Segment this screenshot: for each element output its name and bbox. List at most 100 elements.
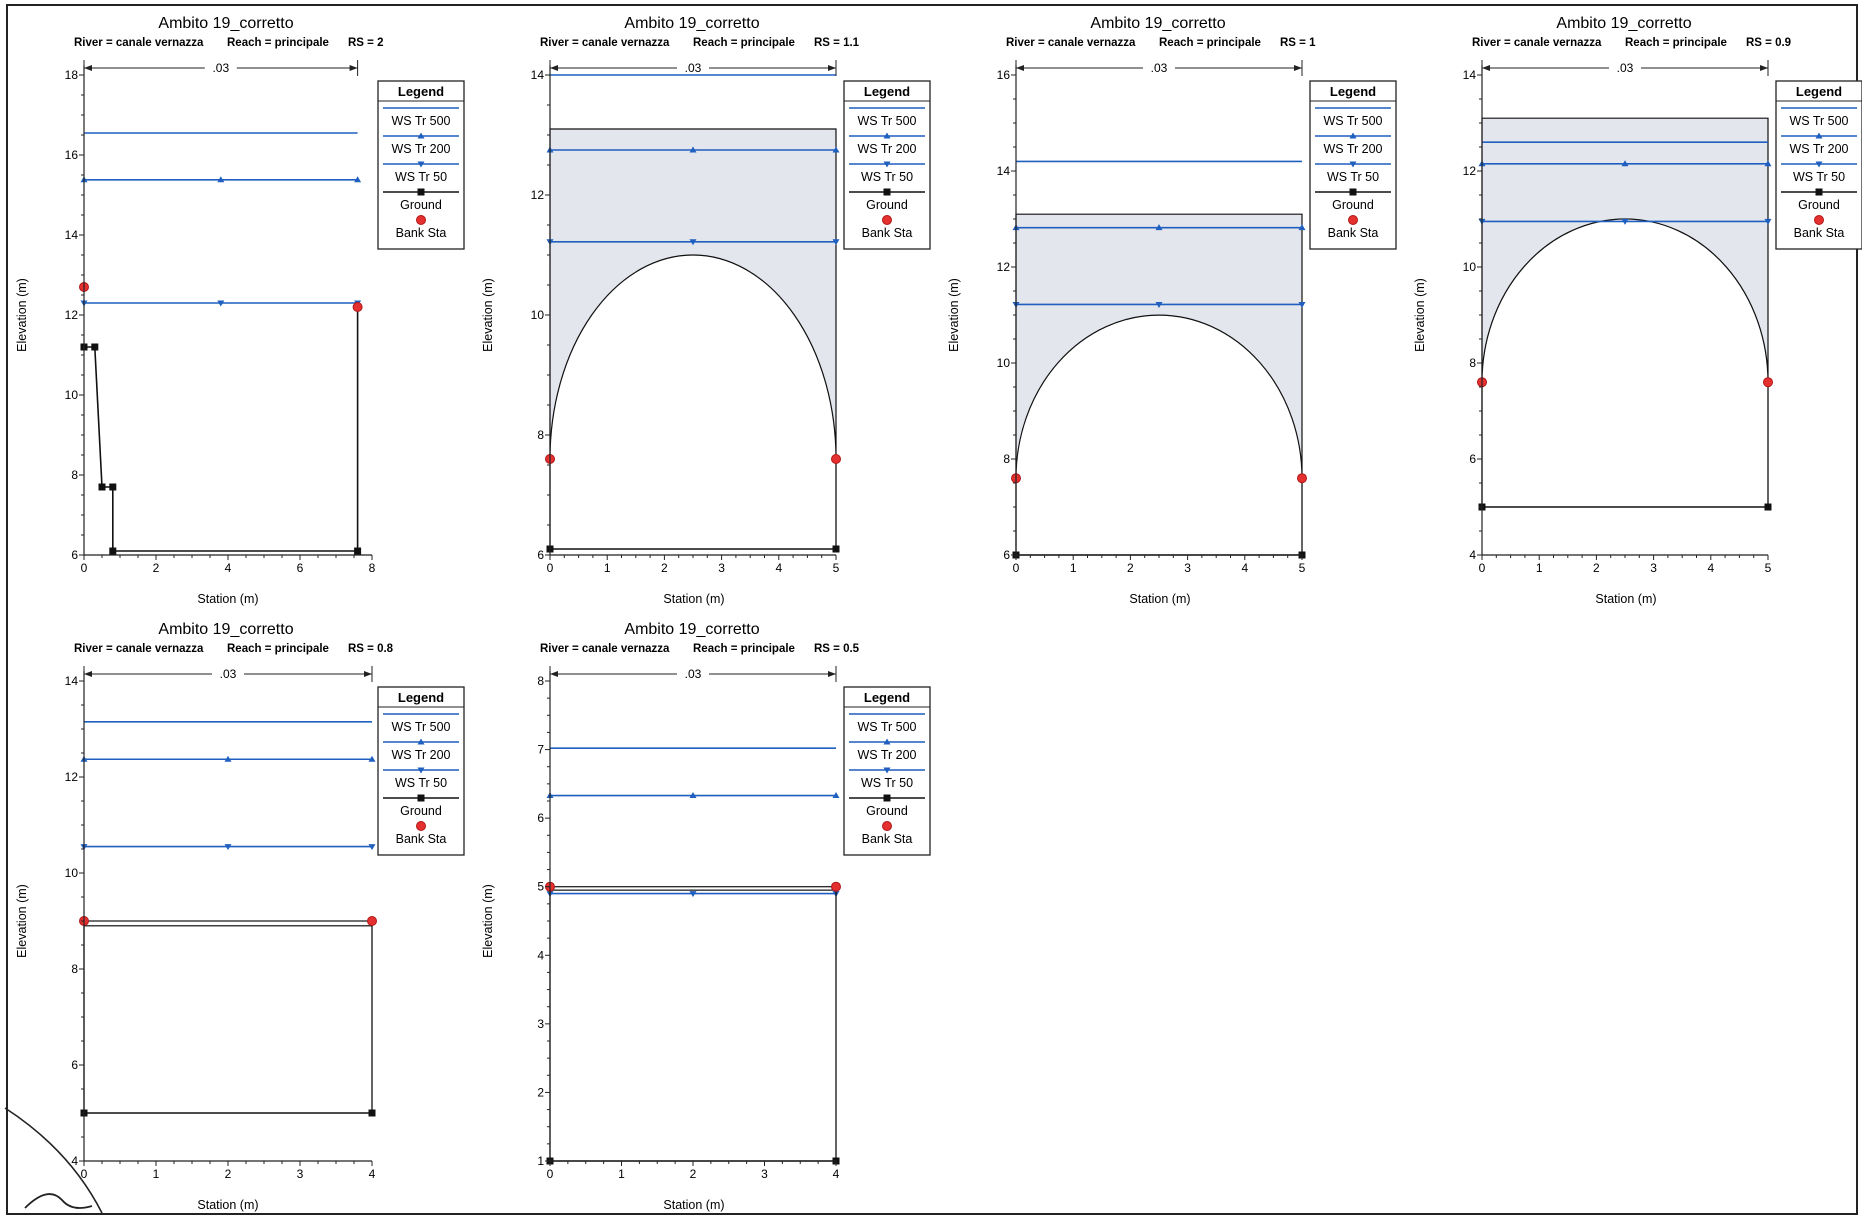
legend-swatch-marker	[883, 161, 891, 168]
bank-sta-point	[352, 302, 363, 312]
manning-n-label: .03	[685, 61, 702, 75]
y-tick-label: 6	[1003, 548, 1010, 562]
legend-item-label: WS Tr 200	[391, 142, 450, 156]
y-tick-label: 8	[537, 674, 544, 688]
manning-arrow	[1760, 65, 1768, 71]
y-tick-label: 12	[1463, 164, 1477, 178]
ws-marker	[689, 146, 697, 153]
y-tick-label: 10	[65, 388, 79, 402]
y-axis-label: Elevation (m)	[15, 278, 29, 352]
x-tick-label: 8	[369, 561, 376, 575]
legend-item-label: Ground	[400, 804, 442, 818]
manning-arrow	[828, 65, 836, 71]
subtitle-river: River = canale vernazza	[540, 37, 670, 49]
y-tick-label: 6	[537, 548, 544, 562]
legend-item-label: WS Tr 50	[1793, 170, 1845, 184]
x-axis-label: Station (m)	[663, 592, 724, 606]
cross-section-chart: Ambito 19_corretto River = canale vernazz…	[481, 621, 931, 1212]
y-tick-label: 12	[65, 770, 79, 784]
legend-item-label: WS Tr 500	[1789, 114, 1848, 128]
x-tick-label: 2	[1127, 561, 1134, 575]
y-tick-label: 8	[1469, 356, 1476, 370]
chart-title: Ambito 19_corretto	[624, 15, 759, 32]
x-tick-label: 3	[297, 1167, 304, 1181]
legend-item-label: Bank Sta	[1328, 226, 1379, 240]
legend: Legend WS Tr 500 WS Tr 200 WS Tr 50 Ground Ba…	[1309, 80, 1397, 250]
subtitle-river: River = canale vernazza	[540, 643, 670, 655]
ws-marker	[832, 146, 840, 153]
manning-arrow	[1016, 65, 1024, 71]
legend-item-label: WS Tr 200	[391, 748, 450, 762]
y-tick-label: 3	[537, 1017, 544, 1031]
legend-swatch-marker	[883, 738, 891, 745]
legend-item-label: WS Tr 50	[861, 170, 913, 184]
legend-title: Legend	[398, 690, 444, 705]
subtitle-reach: Reach = principale	[693, 643, 795, 655]
legend-item-label: Ground	[1798, 198, 1840, 212]
bank-sta-point	[1763, 377, 1773, 388]
chart-title: Ambito 19_corretto	[1090, 15, 1225, 32]
ws-marker	[368, 755, 376, 762]
manning-n-label: .03	[212, 61, 229, 75]
x-tick-label: 0	[547, 561, 554, 575]
legend-item-label: WS Tr 200	[1789, 142, 1848, 156]
x-tick-label: 2	[690, 1167, 697, 1181]
legend-item-label: Ground	[866, 804, 908, 818]
bank-sta-point	[831, 881, 841, 892]
legend-title: Legend	[864, 84, 910, 99]
legend-item-label: Ground	[1332, 198, 1374, 212]
ws-marker	[354, 176, 362, 183]
y-tick-label: 12	[531, 188, 545, 202]
y-tick-label: 14	[65, 228, 79, 242]
chart-title: Ambito 19_corretto	[1556, 15, 1691, 32]
y-tick-label: 4	[1469, 548, 1476, 562]
legend-swatch-marker	[1814, 215, 1824, 225]
legend-item-label: Ground	[866, 198, 908, 212]
x-tick-label: 0	[81, 561, 88, 575]
subtitle-river: River = canale vernazza	[74, 643, 204, 655]
ground-point	[98, 483, 106, 491]
subtitle-river: River = canale vernazza	[74, 37, 204, 49]
ws-marker	[1298, 224, 1306, 231]
y-tick-label: 4	[71, 1154, 78, 1168]
ground-point	[109, 547, 117, 555]
legend-title: Legend	[1796, 84, 1842, 99]
subtitle-reach: Reach = principale	[1159, 37, 1261, 49]
subtitle-river: River = canale vernazza	[1006, 37, 1136, 49]
cross-section-chart: Ambito 19_corretto River = canale vernazz…	[15, 621, 465, 1212]
x-tick-label: 4	[1707, 561, 1714, 575]
y-tick-label: 16	[997, 68, 1011, 82]
legend-swatch-marker	[416, 821, 426, 831]
ws-marker	[832, 792, 840, 799]
x-tick-label: 2	[225, 1167, 232, 1181]
x-tick-label: 2	[1593, 561, 1600, 575]
y-tick-label: 18	[65, 68, 79, 82]
ws-marker	[1155, 224, 1163, 231]
legend-swatch-marker	[417, 132, 425, 139]
legend-swatch-marker	[417, 738, 425, 745]
x-tick-label: 5	[1299, 561, 1306, 575]
legend-swatch-marker	[883, 794, 891, 802]
legend-item-label: WS Tr 50	[1327, 170, 1379, 184]
bridge-deck	[1015, 213, 1303, 479]
legend-item-label: WS Tr 200	[1323, 142, 1382, 156]
legend-item-label: WS Tr 500	[391, 114, 450, 128]
legend-item-label: WS Tr 50	[395, 776, 447, 790]
subtitle-reach: Reach = principale	[693, 37, 795, 49]
chart-title: Ambito 19_corretto	[158, 15, 293, 32]
x-axis-label: Station (m)	[197, 1198, 258, 1212]
y-tick-label: 6	[1469, 452, 1476, 466]
ws-marker	[1764, 160, 1772, 167]
y-tick-label: 16	[65, 148, 79, 162]
legend-item-label: Bank Sta	[862, 832, 913, 846]
x-tick-label: 1	[153, 1167, 160, 1181]
y-tick-label: 14	[1463, 68, 1477, 82]
ws-marker	[1764, 218, 1772, 225]
legend-swatch-marker	[417, 794, 425, 802]
x-tick-label: 0	[1479, 561, 1486, 575]
legend-title: Legend	[398, 84, 444, 99]
x-tick-label: 4	[369, 1167, 376, 1181]
manning-n-label: .03	[1617, 61, 1634, 75]
x-tick-label: 6	[297, 561, 304, 575]
legend-swatch-marker	[883, 132, 891, 139]
